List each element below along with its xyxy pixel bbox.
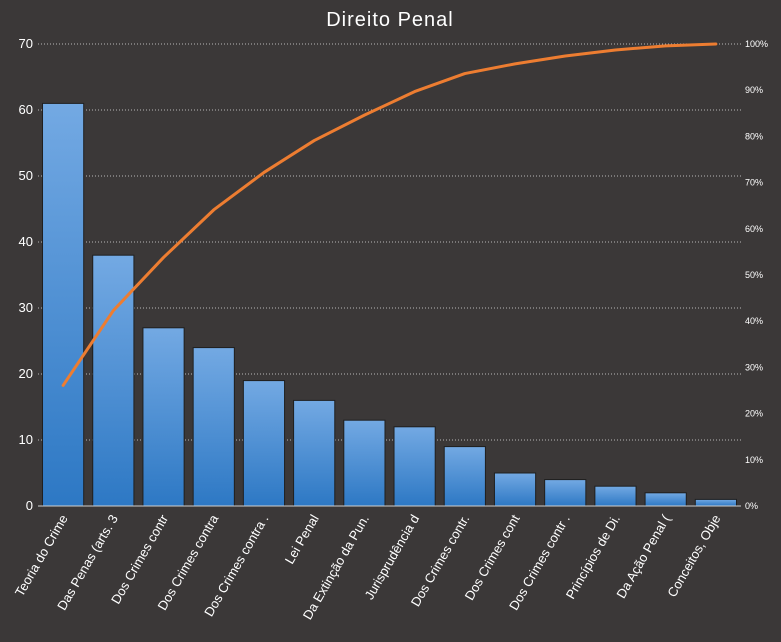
y2-tick-label: 50%	[745, 270, 763, 280]
y2-tick-label: 60%	[745, 224, 763, 234]
bar-4	[192, 347, 235, 507]
y-tick-label: 30	[19, 300, 33, 315]
chart-title: Direito Penal	[326, 9, 454, 31]
bar-6	[293, 399, 336, 507]
y2-tick-label: 80%	[745, 131, 763, 141]
bar-11	[544, 479, 587, 507]
category-label: Jurisprudência d	[362, 512, 423, 602]
bar-7	[343, 419, 386, 507]
y-tick-label: 0	[26, 498, 33, 513]
y-tick-label: 60	[19, 102, 33, 117]
bar-3	[142, 327, 185, 507]
y-tick-label: 20	[19, 366, 33, 381]
left-axis: 0 10 20 30 40 50 60 70	[19, 36, 741, 513]
y-tick-label: 70	[19, 36, 33, 51]
y-tick-label: 50	[19, 168, 33, 183]
bar-2	[92, 254, 135, 507]
y2-tick-label: 40%	[745, 316, 763, 326]
bar-1	[42, 102, 85, 507]
bar-13	[644, 492, 687, 507]
bar-9	[443, 446, 486, 507]
y-tick-label: 10	[19, 432, 33, 447]
bar-14	[694, 498, 737, 507]
bar-12	[594, 485, 637, 507]
bar-5	[242, 380, 286, 507]
cumulative-percent-line	[61, 42, 718, 387]
category-label: Princípios de Di.	[563, 512, 623, 601]
category-label: Lei Penal	[282, 512, 322, 567]
bar-10	[493, 472, 537, 507]
y2-tick-label: 0%	[745, 501, 758, 511]
y2-tick-label: 100%	[745, 39, 768, 49]
bar-series	[42, 102, 737, 507]
y2-tick-label: 30%	[745, 362, 763, 372]
category-label: Da Ação Penal (	[613, 511, 673, 600]
y2-tick-label: 10%	[745, 455, 763, 465]
right-axis: 0% 10% 20% 30% 40% 50% 60% 70% 80% 90% 100%	[745, 39, 768, 511]
y-tick-label: 40	[19, 234, 33, 249]
y2-tick-label: 70%	[745, 178, 763, 188]
category-label: Dos Crimes cont	[462, 512, 523, 603]
category-label: Conceitos, Obje	[664, 512, 723, 600]
bar-8	[393, 426, 436, 507]
cumulative-line-series	[61, 42, 718, 387]
category-label: Teoria do Crime	[12, 512, 71, 599]
y2-tick-label: 90%	[745, 85, 763, 95]
y2-tick-label: 20%	[745, 409, 763, 419]
